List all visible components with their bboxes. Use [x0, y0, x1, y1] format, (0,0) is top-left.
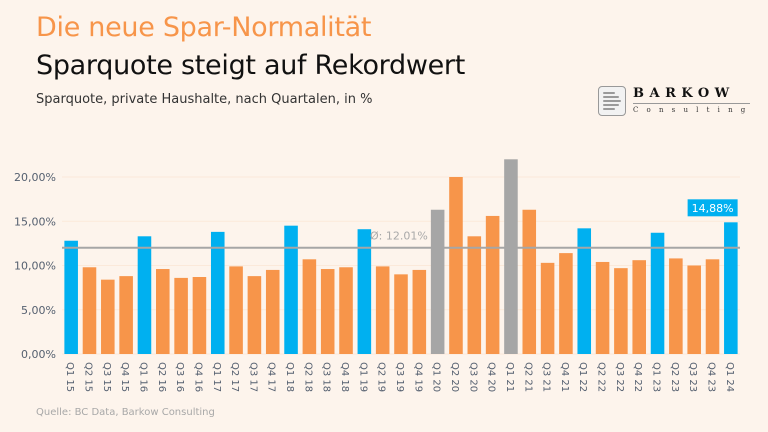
chart-title: Sparquote steigt auf Rekordwert [36, 50, 466, 81]
bar-q2-23 [669, 258, 683, 354]
x-tick-label: Q1 19 [357, 362, 368, 392]
x-tick-label: Q1 15 [64, 362, 75, 392]
bar-q3-16 [174, 277, 188, 354]
bar-q3-15 [101, 279, 115, 354]
x-tick-label: Q4 17 [266, 362, 277, 392]
bar-q3-21 [540, 262, 555, 354]
x-tick-label: Q1 20 [431, 362, 442, 392]
logo-name: BARKOW [633, 86, 735, 101]
x-axis-ticks: Q1 15 Q2 15 Q3 15 Q4 15 Q1 16 Q2 16 Q3 16 Q4 16… [64, 362, 735, 392]
bar-q1-24 [724, 222, 738, 354]
bar-q3-19 [394, 274, 408, 354]
bar-q1-15 [64, 240, 78, 354]
bar-q2-15 [82, 267, 97, 354]
bar-q4-23 [705, 259, 720, 354]
x-tick-label: Q4 15 [119, 362, 130, 392]
bar-q3-22 [614, 268, 628, 354]
chart-subtitle: Sparquote, private Haushalte, nach Quart… [36, 92, 373, 107]
x-tick-label: Q2 22 [596, 362, 607, 392]
highlight-label-group: 14,88% [687, 199, 738, 217]
bar-q1-22 [577, 228, 592, 354]
bar-q2-20 [449, 177, 463, 354]
bar-q4-16 [192, 277, 207, 354]
x-tick-label: Q3 19 [394, 362, 405, 392]
x-tick-label: Q4 21 [559, 362, 570, 392]
x-tick-label: Q4 22 [632, 362, 643, 392]
average-line-group: Ø: 12.01% [62, 230, 740, 249]
x-tick-label: Q4 23 [706, 362, 717, 392]
x-tick-label: Q1 23 [651, 362, 662, 392]
x-tick-label: Q1 16 [137, 362, 148, 392]
barkow-logo: BARKOW Consulting [598, 86, 750, 120]
bar-q1-18 [284, 225, 298, 354]
highlight-label-box [687, 199, 738, 217]
x-tick-label: Q1 17 [211, 362, 222, 392]
x-tick-label: Q2 15 [82, 362, 93, 392]
bar-q4-21 [559, 253, 573, 354]
y-tick-label: 10,00% [14, 260, 56, 273]
x-tick-label: Q3 22 [614, 362, 625, 392]
logo-divider [633, 103, 750, 104]
bar-q2-16 [156, 269, 170, 354]
x-tick-label: Q3 20 [467, 362, 478, 392]
x-tick-label: Q2 17 [229, 362, 240, 392]
bar-q2-19 [375, 266, 390, 354]
x-tick-label: Q2 16 [156, 362, 167, 392]
bar-q2-17 [229, 266, 243, 354]
highlight-label: 14,88% [692, 202, 734, 215]
bar-q3-23 [687, 265, 701, 354]
bar-q3-18 [320, 269, 335, 354]
x-tick-label: Q4 18 [339, 362, 350, 392]
bar-q4-19 [412, 269, 427, 354]
bar-q1-20 [430, 209, 445, 354]
bar-q4-15 [119, 276, 133, 354]
bar-q2-22 [595, 261, 610, 354]
bar-q4-20 [485, 215, 500, 354]
y-axis-ticks: 0,00% 5,00% 10,00% 15,00% 20,00% [14, 171, 56, 361]
bar-q3-20 [467, 236, 482, 354]
x-tick-label: Q1 18 [284, 362, 295, 392]
y-tick-label: 0,00% [21, 348, 56, 361]
source-note: Quelle: BC Data, Barkow Consulting [36, 407, 215, 418]
y-tick-label: 20,00% [14, 171, 56, 184]
bar-q1-21 [504, 159, 518, 354]
bar-q3-17 [247, 276, 262, 354]
x-tick-label: Q1 24 [724, 362, 735, 392]
x-tick-label: Q3 17 [247, 362, 258, 392]
chart-kicker: Die neue Spar-Normalität [36, 12, 372, 43]
bar-q1-19 [357, 229, 372, 354]
bar-q2-18 [302, 259, 317, 354]
bar-q1-16 [137, 236, 152, 354]
x-tick-label: Q2 20 [449, 362, 460, 392]
x-tick-label: Q2 18 [302, 362, 313, 392]
bars [64, 159, 738, 354]
x-tick-label: Q3 15 [101, 362, 112, 392]
logo-subtitle: Consulting [633, 106, 754, 114]
x-tick-label: Q3 21 [541, 362, 552, 392]
average-label: Ø: 12.01% [370, 230, 428, 243]
bar-q2-21 [522, 209, 537, 354]
x-tick-label: Q3 23 [687, 362, 698, 392]
x-tick-label: Q3 18 [321, 362, 332, 392]
x-tick-label: Q4 19 [412, 362, 423, 392]
x-tick-label: Q1 21 [504, 362, 515, 392]
x-tick-label: Q4 16 [192, 362, 203, 392]
bar-q4-22 [632, 260, 646, 354]
y-tick-label: 15,00% [14, 215, 56, 228]
x-tick-label: Q4 20 [486, 362, 497, 392]
bar-q4-18 [339, 267, 353, 354]
logo-stairs-icon [598, 86, 626, 116]
x-tick-label: Q2 23 [669, 362, 680, 392]
x-tick-label: Q2 21 [522, 362, 533, 392]
x-tick-label: Q2 19 [376, 362, 387, 392]
x-tick-label: Q1 22 [577, 362, 588, 392]
x-tick-label: Q3 16 [174, 362, 185, 392]
bar-q4-17 [265, 269, 280, 354]
bar-q1-23 [650, 232, 665, 354]
bar-q1-17 [210, 231, 225, 354]
y-tick-label: 5,00% [21, 304, 56, 317]
